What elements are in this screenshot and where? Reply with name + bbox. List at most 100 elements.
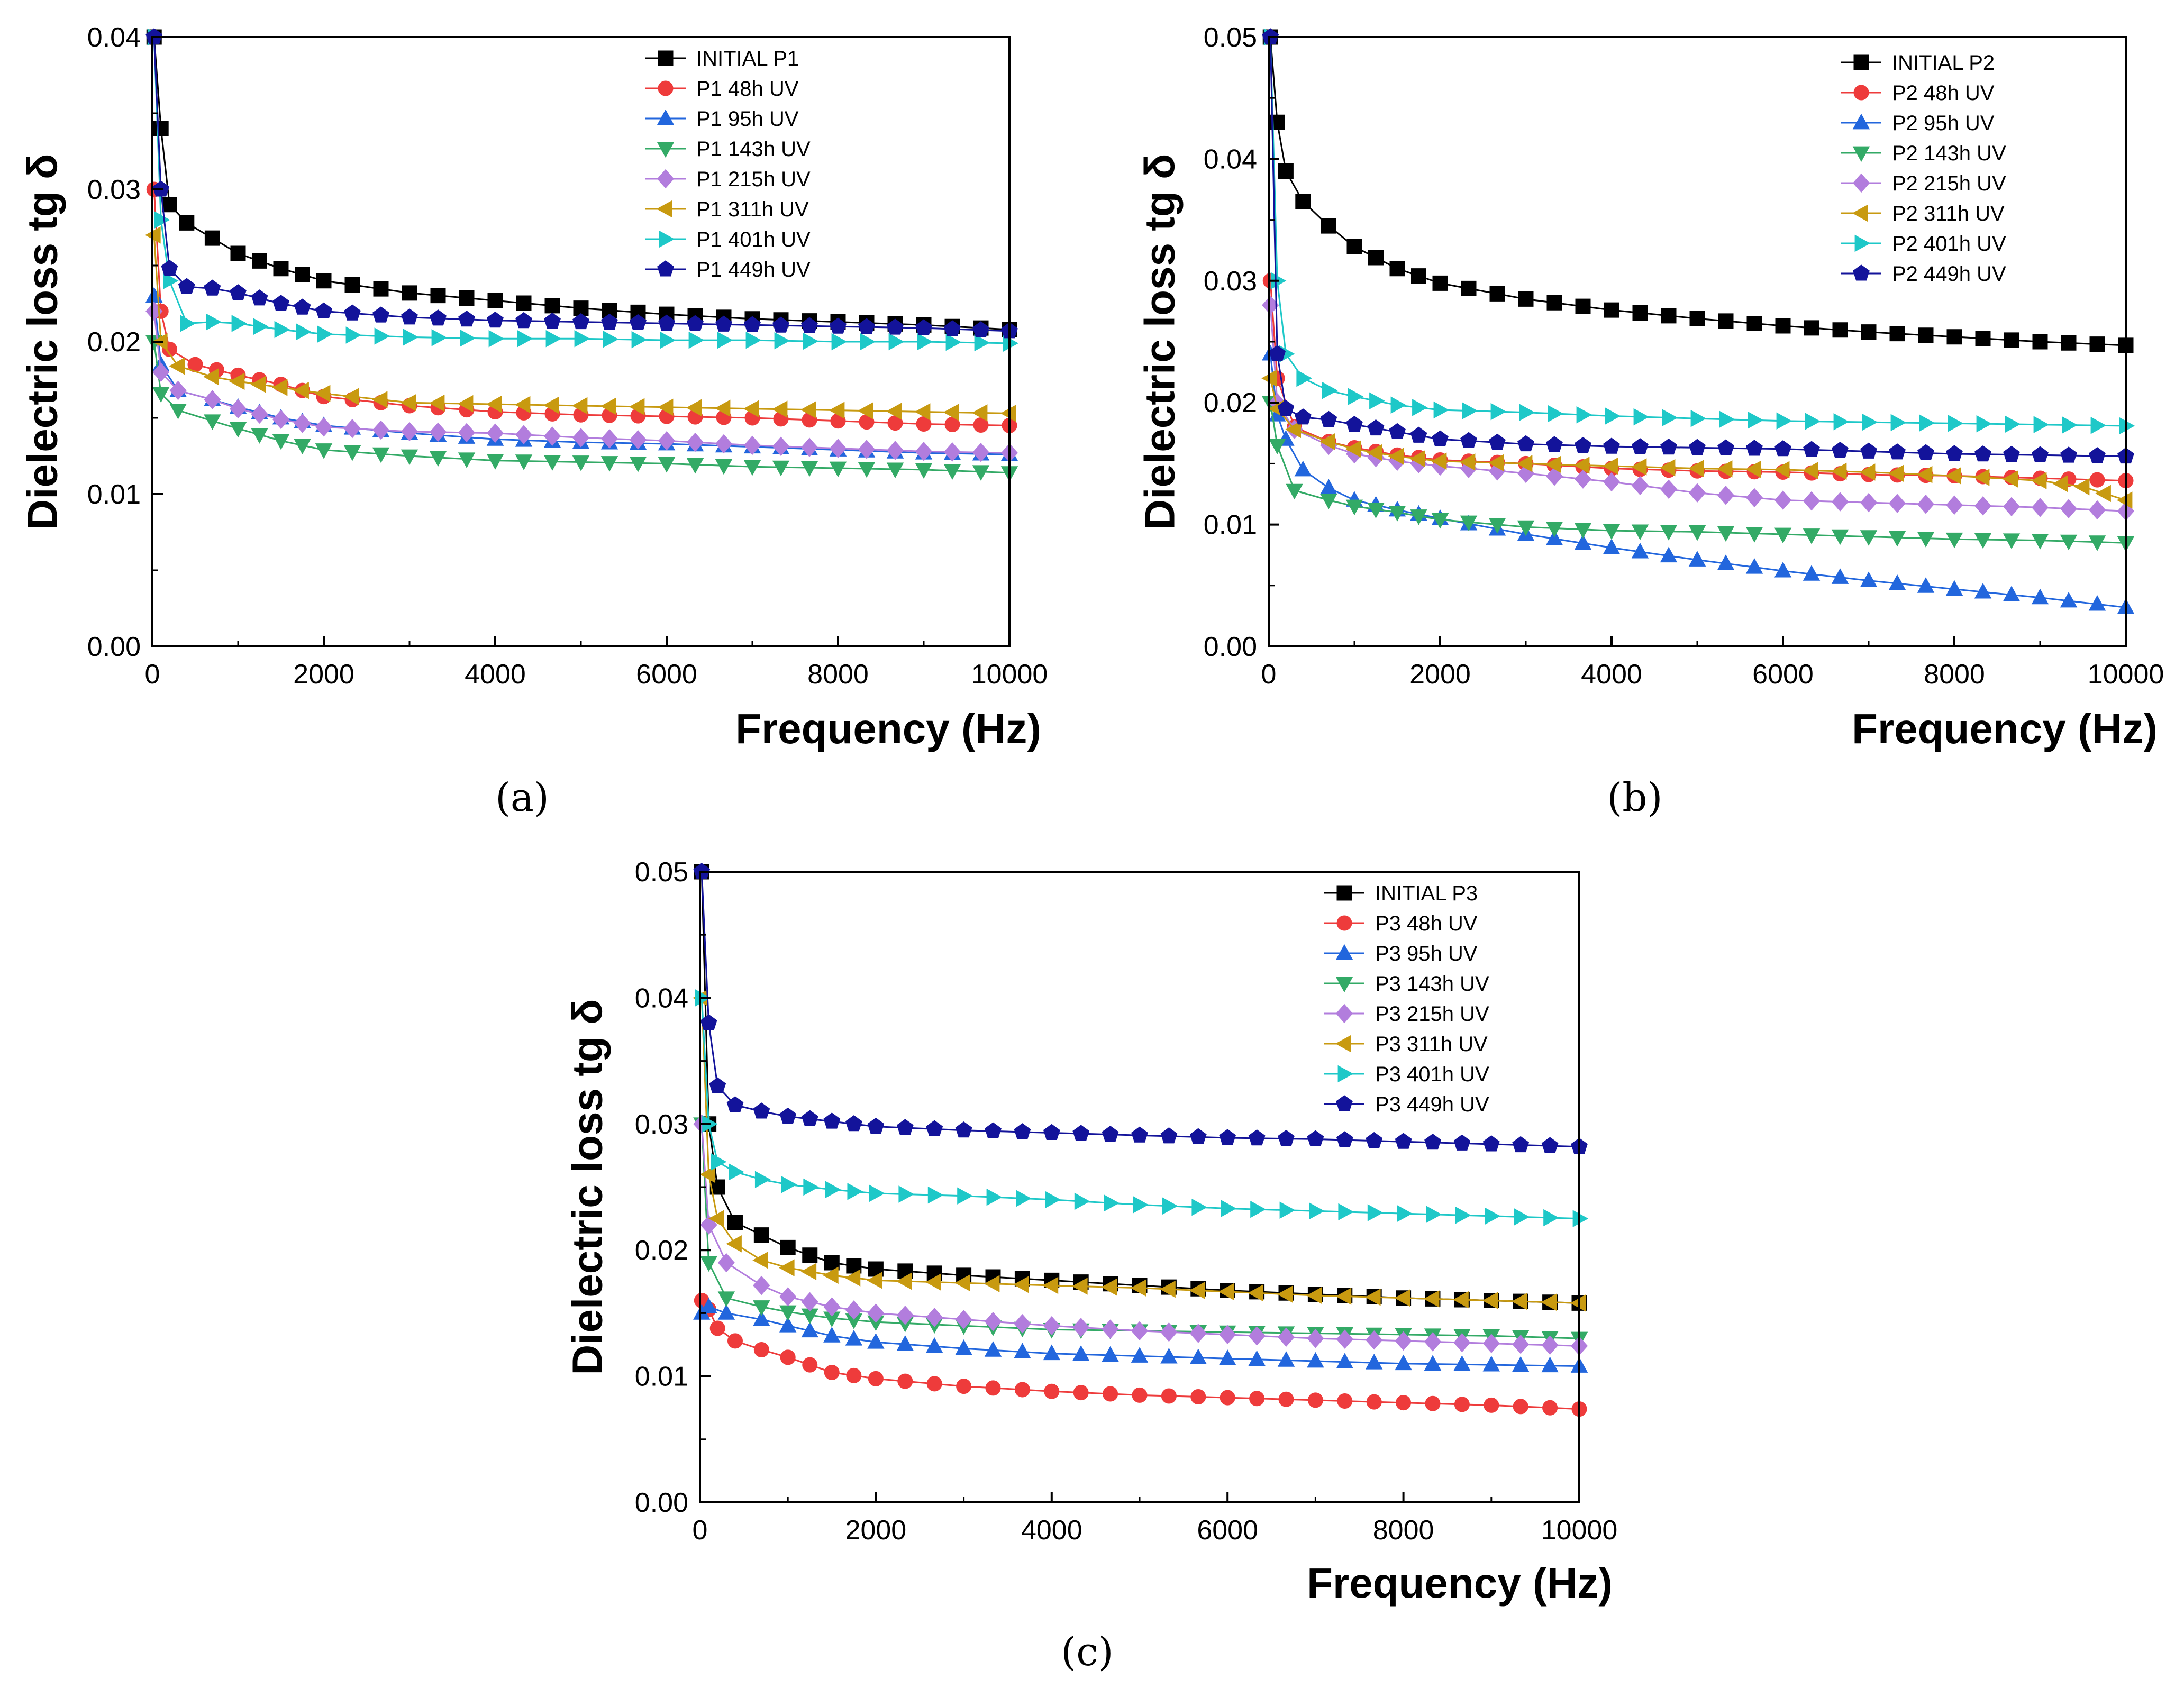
data-point xyxy=(1603,524,1621,540)
data-point xyxy=(459,290,475,306)
data-point xyxy=(2073,478,2090,496)
data-point xyxy=(1660,479,1678,499)
data-point xyxy=(779,1317,797,1333)
series-line-5 xyxy=(700,998,1580,1304)
legend-label: P3 449h UV xyxy=(1375,1093,1489,1116)
data-point xyxy=(1396,1395,1412,1411)
data-point xyxy=(868,1371,884,1386)
data-point xyxy=(1632,438,1649,454)
data-point xyxy=(898,1185,914,1203)
data-point xyxy=(230,245,246,261)
data-point xyxy=(688,331,705,349)
data-point xyxy=(1945,495,1963,515)
x-tick-label: 4000 xyxy=(465,659,526,690)
data-point xyxy=(754,1171,771,1188)
data-point xyxy=(780,1349,796,1365)
legend-label: P2 449h UV xyxy=(1892,262,2006,286)
data-point xyxy=(1603,472,1621,492)
data-point xyxy=(715,315,732,332)
data-point xyxy=(2088,535,2106,551)
data-point xyxy=(1191,1198,1207,1216)
data-point xyxy=(250,376,266,393)
data-point xyxy=(1248,1326,1266,1346)
data-point xyxy=(1278,1391,1294,1407)
data-point xyxy=(1189,1324,1207,1343)
data-point xyxy=(2060,591,2078,608)
data-point xyxy=(801,1292,818,1312)
data-point xyxy=(700,1298,717,1313)
data-point xyxy=(204,414,221,430)
data-point xyxy=(1774,490,1792,510)
data-point xyxy=(230,284,247,300)
data-point xyxy=(753,1227,769,1243)
data-point xyxy=(1774,562,1792,578)
legend-marker xyxy=(1853,85,1869,101)
data-point xyxy=(295,267,310,282)
data-point xyxy=(1485,1207,1500,1225)
x-tick-label: 2000 xyxy=(845,1515,907,1546)
data-point xyxy=(316,273,332,289)
data-point xyxy=(914,403,931,421)
data-point xyxy=(1917,444,1934,460)
plot-area xyxy=(693,863,1589,1417)
data-point xyxy=(573,300,589,316)
data-point xyxy=(458,311,475,327)
legend-marker xyxy=(657,260,674,277)
data-point xyxy=(2060,534,2078,551)
data-point xyxy=(629,457,647,472)
data-point xyxy=(1916,466,1933,483)
legend-marker xyxy=(1852,204,1868,222)
data-point xyxy=(1365,1354,1383,1370)
data-point xyxy=(1831,462,1847,480)
data-point xyxy=(344,277,360,293)
data-point xyxy=(772,460,790,477)
data-point xyxy=(373,281,389,297)
series-line-7 xyxy=(153,37,1010,332)
data-point xyxy=(1974,445,1991,462)
x-tick-label: 4000 xyxy=(1021,1515,1082,1546)
panel-caption-b: (b) xyxy=(1607,775,1663,820)
data-point xyxy=(779,1287,797,1307)
legend-marker xyxy=(657,169,675,189)
data-point xyxy=(1454,1397,1470,1412)
data-point xyxy=(829,439,847,458)
data-point xyxy=(1395,1133,1412,1149)
data-point xyxy=(1631,458,1647,476)
data-point xyxy=(915,319,932,335)
data-point xyxy=(1717,554,1735,570)
legend-label: P2 95h UV xyxy=(1892,112,1995,135)
data-point xyxy=(686,399,702,417)
data-point xyxy=(603,330,619,348)
data-point xyxy=(1861,324,1877,340)
data-point xyxy=(847,1183,863,1200)
data-point xyxy=(1278,1129,1295,1146)
data-point xyxy=(1975,331,1991,346)
data-point xyxy=(801,1110,818,1126)
data-point xyxy=(1277,1285,1293,1303)
legend-label: P3 311h UV xyxy=(1375,1033,1488,1056)
data-point xyxy=(1045,1191,1061,1209)
data-point xyxy=(1336,1353,1354,1368)
data-point xyxy=(2061,335,2077,351)
data-point xyxy=(1102,1319,1119,1339)
data-point xyxy=(543,396,559,414)
data-point xyxy=(515,425,533,444)
y-axis-title: Dielectric loss tg δ xyxy=(19,154,66,530)
data-point xyxy=(517,330,533,348)
data-point xyxy=(1389,261,1405,277)
data-point xyxy=(1453,1134,1471,1151)
data-point xyxy=(1000,405,1016,422)
data-point xyxy=(985,1380,1001,1396)
data-point xyxy=(1831,529,1849,545)
data-point xyxy=(1489,433,1506,450)
data-point xyxy=(1366,1330,1383,1350)
data-point xyxy=(204,230,220,246)
data-point xyxy=(1575,436,1591,453)
data-point xyxy=(926,1308,943,1327)
y-tick-label: 0.04 xyxy=(87,22,141,53)
data-point xyxy=(543,426,561,446)
data-point xyxy=(430,309,447,326)
data-point xyxy=(726,1235,742,1253)
data-point xyxy=(1575,298,1591,314)
